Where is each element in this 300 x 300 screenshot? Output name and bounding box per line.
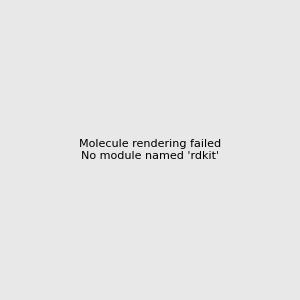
Text: Molecule rendering failed
No module named 'rdkit': Molecule rendering failed No module name…: [79, 139, 221, 161]
